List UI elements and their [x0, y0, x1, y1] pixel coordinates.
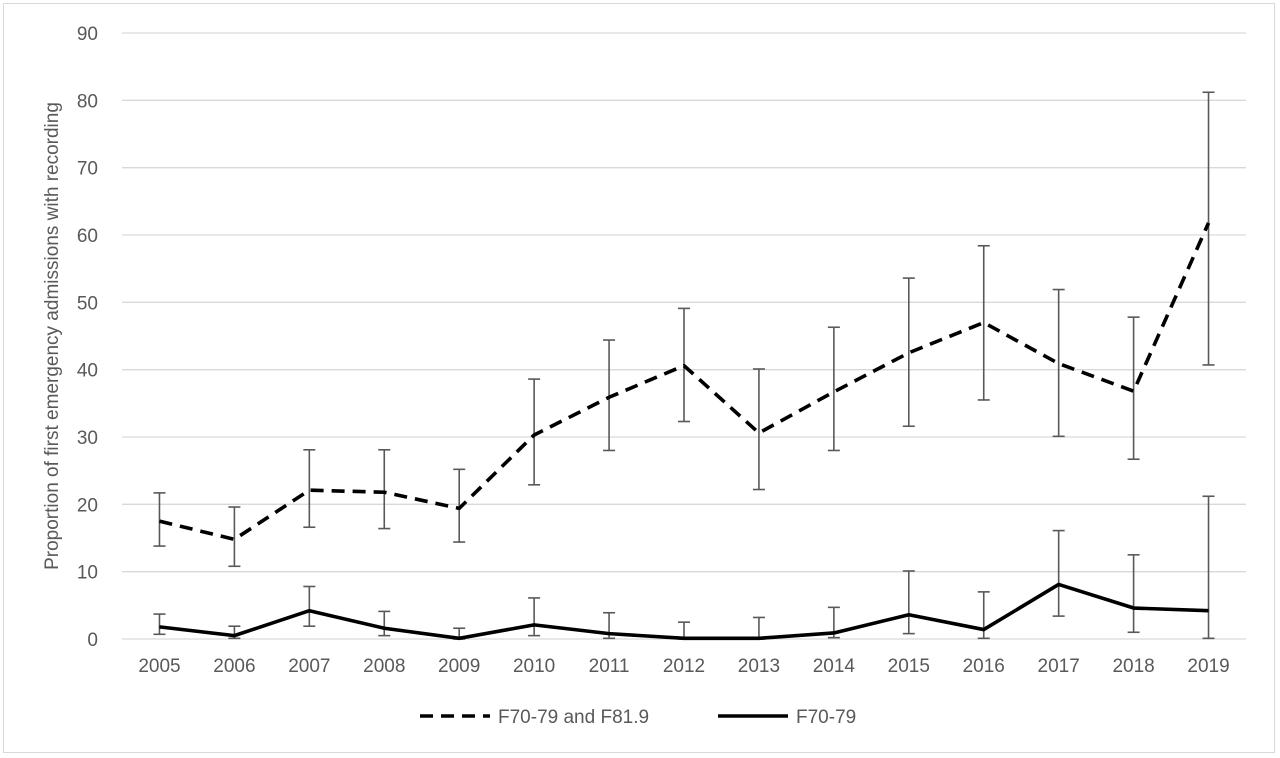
error-bar: [902, 277, 915, 428]
x-tick-label: 2005: [138, 656, 180, 677]
series-line-f70-79: [159, 582, 1209, 641]
error-bar: [528, 378, 541, 486]
x-tick-label: 2017: [1038, 656, 1080, 677]
series-lines: [159, 222, 1211, 641]
error-bar: [378, 610, 391, 637]
error-bar: [827, 326, 840, 452]
error-bar: [153, 613, 166, 636]
x-tick-label: 2012: [663, 656, 705, 677]
y-axis-ticks: 0 10 20 30 40 50 60 70 80 90: [77, 24, 98, 651]
y-tick-label: 0: [87, 630, 98, 651]
error-bar: [303, 585, 316, 628]
legend-label: F70-79 and F81.9: [498, 707, 649, 728]
error-bar: [1127, 316, 1140, 461]
error-bar: [1202, 495, 1215, 640]
y-tick-label: 50: [77, 293, 98, 314]
chart-frame: [3, 3, 1275, 753]
error-bar: [603, 339, 616, 452]
x-tick-label: 2013: [738, 656, 780, 677]
series-line-f70-79-and-f81-9: [159, 222, 1211, 542]
x-tick-label: 2019: [1187, 656, 1229, 677]
error-bar: [303, 448, 316, 529]
y-tick-label: 80: [77, 91, 98, 112]
y-axis-label: Proportion of first emergency admissions…: [42, 102, 63, 570]
legend-label: F70-79: [796, 707, 856, 728]
y-tick-label: 20: [77, 495, 98, 516]
x-tick-label: 2010: [513, 656, 555, 677]
error-bar: [1052, 529, 1065, 617]
error-bar: [1202, 91, 1215, 366]
x-tick-label: 2006: [213, 656, 255, 677]
x-tick-label: 2018: [1112, 656, 1154, 677]
error-bar: [1052, 288, 1065, 438]
error-bar: [228, 506, 241, 568]
y-tick-label: 30: [77, 428, 98, 449]
x-axis-ticks: 2005 2006 2007 2008 2009 2010 2011 2012 2013 2014…: [138, 656, 1229, 677]
y-tick-label: 40: [77, 361, 98, 382]
error-bar: [378, 448, 391, 530]
x-tick-label: 2011: [589, 656, 630, 677]
x-tick-label: 2009: [438, 656, 480, 677]
error-bar: [453, 468, 466, 543]
error-bars: [153, 91, 1215, 640]
y-tick-label: 60: [77, 226, 98, 247]
error-bar: [977, 244, 990, 401]
x-tick-label: 2008: [363, 656, 405, 677]
error-bar: [902, 570, 915, 635]
x-tick-label: 2016: [963, 656, 1005, 677]
error-bar: [1127, 554, 1140, 634]
x-tick-label: 2015: [888, 656, 930, 677]
error-bar: [752, 368, 765, 491]
y-tick-label: 10: [77, 563, 98, 584]
error-bar: [752, 616, 765, 640]
y-tick-label: 70: [77, 159, 98, 180]
legend: F70-79 and F81.9 F70-79: [420, 707, 856, 728]
x-tick-label: 2007: [288, 656, 330, 677]
x-tick-label: 2014: [813, 656, 856, 677]
error-bar: [528, 597, 541, 637]
error-bar: [153, 492, 166, 547]
y-tick-label: 90: [77, 24, 98, 45]
